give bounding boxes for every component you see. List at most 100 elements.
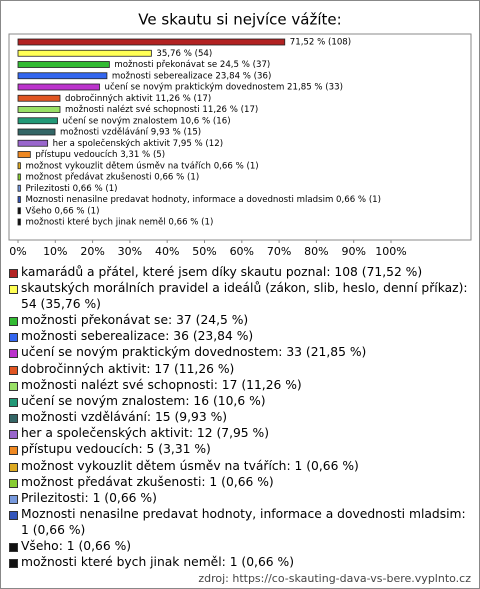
- legend-item: možnost předávat zkušenosti: 1 (0,66 %): [9, 475, 471, 491]
- legend-label: her a společenských aktivit: 12 (7,95 %): [21, 426, 270, 441]
- legend-label: možnosti vzdělávání: 15 (9,93 %): [21, 410, 228, 425]
- legend-label: možnosti které bych jinak neměl: 1 (0,66…: [21, 555, 295, 570]
- x-tick-label: 0%: [9, 245, 26, 258]
- bar: [17, 139, 49, 147]
- bar: [17, 83, 100, 91]
- x-tick-label: 40%: [155, 245, 179, 258]
- data-label: Prilezitosti 0,66 % (1): [25, 184, 117, 194]
- legend-label: možnosti nalézt své schopnosti: 17 (11,2…: [21, 377, 302, 392]
- legend-swatch: [9, 316, 18, 326]
- legend-item: možnost vykouzlit dětem úsměv na tvářích…: [9, 459, 471, 475]
- legend-item: možnosti vzdělávání: 15 (9,93 %): [9, 410, 471, 426]
- bar: [17, 184, 21, 192]
- x-tick-label: 30%: [118, 245, 142, 258]
- data-label: možnosti překonávat se 24,5 % (37): [114, 60, 270, 70]
- legend-item: možnosti které bych jinak neměl: 1 (0,66…: [9, 555, 471, 571]
- legend-swatch: [9, 381, 18, 391]
- legend-label: možnost vykouzlit dětem úsměv na tvářích…: [21, 458, 359, 473]
- data-label: učení se novým praktickým dovednostem 21…: [105, 82, 343, 93]
- legend-item: Moznosti nenasilne predavat hodnoty, inf…: [9, 507, 471, 538]
- x-tick-label: 60%: [230, 245, 254, 258]
- legend-swatch: [9, 349, 18, 359]
- bar: [17, 218, 21, 226]
- legend-item: dobročinných aktivit: 17 (11,26 %): [9, 362, 471, 378]
- legend-label: možnosti překonávat se: 37 (24,5 %): [21, 312, 249, 327]
- legend-swatch: [9, 446, 18, 456]
- legend-item: učení se novým znalostem: 16 (10,6 %): [9, 394, 471, 410]
- legend-item: možnosti nalézt své schopnosti: 17 (11,2…: [9, 378, 471, 394]
- data-label: přístupu vedoucích 3,31 % (5): [35, 150, 165, 160]
- legend-item: Všeho: 1 (0,66 %): [9, 539, 471, 555]
- data-label: možnosti vzdělávání 9,93 % (15): [60, 127, 201, 138]
- bar: [17, 61, 110, 68]
- bar: [17, 128, 56, 136]
- data-label: učení se novým znalostem 10,6 % (16): [63, 115, 231, 126]
- legend-swatch: [9, 365, 18, 375]
- data-label: 35,76 % (54): [156, 49, 212, 59]
- x-tick-label: 50%: [192, 245, 216, 258]
- legend-swatch: [9, 559, 18, 569]
- legend-item: učení se novým praktickým dovednostem: 3…: [9, 345, 471, 361]
- legend-swatch: [9, 285, 18, 295]
- legend-label: Všeho: 1 (0,66 %): [21, 539, 132, 553]
- bar: [17, 207, 21, 215]
- x-tick-label: 20%: [80, 245, 104, 258]
- legend-swatch: [9, 333, 18, 343]
- bar: [17, 106, 61, 113]
- legend-item: možnosti seberealizace: 36 (23,84 %): [9, 329, 471, 345]
- legend-label: skautských morálních pravidel a ideálů (…: [21, 281, 468, 311]
- bar: [17, 72, 108, 80]
- source: zdroj: https://co-skauting-dava-vs-bere.…: [198, 572, 471, 585]
- bar: [17, 117, 58, 125]
- legend-swatch: [9, 269, 18, 278]
- legend-swatch: [9, 397, 18, 407]
- legend-label: přístupu vedoucích: 5 (3,31 %): [21, 442, 211, 457]
- legend-swatch: [9, 414, 18, 424]
- legend-label: dobročinných aktivit: 17 (11,26 %): [21, 361, 235, 376]
- legend-item: skautských morálních pravidel a ideálů (…: [9, 281, 471, 312]
- bar: [17, 49, 152, 57]
- legend-label: Moznosti nenasilne predavat hodnoty, inf…: [21, 507, 466, 537]
- data-label: možnosti seberealizace 23,84 % (36): [112, 71, 271, 81]
- x-tick-label: 80%: [304, 245, 328, 258]
- x-tick-label: 10%: [43, 245, 67, 258]
- legend-item: kamarádů a přátel, které jsem díky skaut…: [9, 265, 471, 281]
- legend-label: možnost předávat zkušenosti: 1 (0,66 %): [21, 474, 274, 489]
- x-tick-label: 70%: [267, 245, 291, 258]
- legend-swatch: [9, 462, 18, 472]
- data-label: možnost předávat zkušenosti 0,66 % (1): [25, 172, 199, 183]
- data-label: možnosti které bych jinak neměl 0,66 % (…: [25, 217, 213, 228]
- legend-swatch: [9, 543, 18, 552]
- chart: Ve skautu si nejvíce vážíte: 0% 10% 20% 30%…: [8, 11, 472, 258]
- legend-label: možnosti seberealizace: 36 (23,84 %): [21, 329, 254, 344]
- x-tick-label: 100%: [375, 245, 406, 258]
- data-label: možnosti nalézt své schopnosti 11,26 % (…: [65, 104, 258, 115]
- legend-item: možnosti překonávat se: 37 (24,5 %): [9, 313, 471, 329]
- legend-item: přístupu vedoucích: 5 (3,31 %): [9, 442, 471, 458]
- legend-label: Prilezitosti: 1 (0,66 %): [21, 491, 157, 506]
- data-label: Všeho 0,66 % (1): [25, 205, 99, 216]
- legend-swatch: [9, 495, 18, 505]
- legend-swatch: [9, 511, 18, 521]
- bar: [17, 196, 21, 203]
- bar: [17, 151, 31, 158]
- legend-swatch: [9, 478, 18, 488]
- legend-label: kamarádů a přátel, které jsem díky skaut…: [21, 265, 423, 279]
- data-label: Moznosti nenasilne predavat hodnoty, inf…: [25, 195, 381, 205]
- data-label: 71,52 % (108): [290, 38, 351, 48]
- legend-swatch: [9, 430, 18, 440]
- bar: [17, 94, 61, 102]
- data-label: dobročinných aktivit 11,26 % (17): [65, 93, 211, 104]
- chart-title: Ve skautu si nejvíce vážíte:: [138, 11, 341, 29]
- x-tick-label: 90%: [341, 245, 365, 258]
- bar: [17, 38, 286, 46]
- data-label: her a společenských aktivit 7,95 % (12): [53, 138, 223, 149]
- bar: [17, 173, 21, 181]
- bar: [17, 162, 21, 170]
- legend-label: učení se novým praktickým dovednostem: 3…: [21, 345, 367, 360]
- legend-item: Prilezitosti: 1 (0,66 %): [9, 491, 471, 507]
- legend: kamarádů a přátel, které jsem díky skaut…: [9, 265, 471, 571]
- legend-label: učení se novým znalostem: 16 (10,6 %): [21, 393, 266, 408]
- data-label: možnost vykouzlit dětem úsměv na tvářích…: [25, 160, 258, 171]
